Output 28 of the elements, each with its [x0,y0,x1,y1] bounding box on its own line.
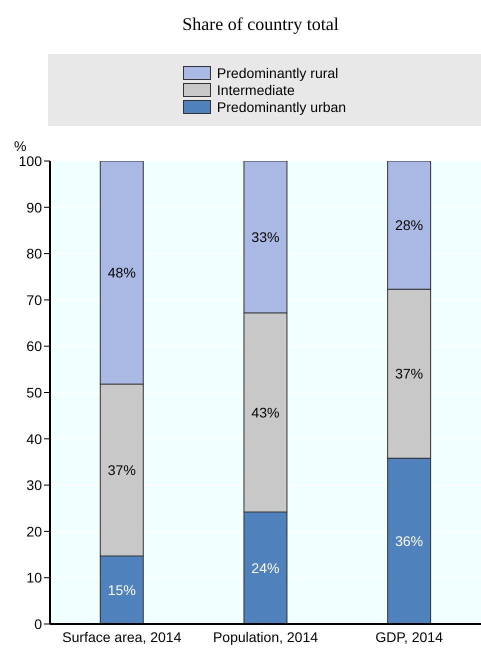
data-label: 33% [251,228,280,245]
data-label: 37% [108,462,136,478]
y-tick-label: 80 [26,246,42,262]
y-tick-label: 60 [26,338,42,354]
x-tick-label: Surface area, 2014 [62,628,182,645]
data-label: 36% [395,533,424,550]
legend-label: Intermediate [216,82,295,98]
y-tick-label: 20 [26,523,42,540]
data-label: 43% [251,404,280,420]
y-axis-title: % [14,138,26,154]
chart-title: Share of country total [181,13,340,36]
y-tick-label: 0 [34,616,42,632]
data-label: 48% [108,264,136,281]
y-tick-label: 40 [26,430,42,447]
y-tick-label: 50 [26,384,42,400]
y-tick-label: 70 [26,292,42,308]
x-tick-label: GDP, 2014 [375,628,444,645]
y-tick-label: 30 [26,477,42,494]
data-label: 28% [395,217,424,234]
y-tick-label: 10 [26,570,42,586]
x-tick-label: Population, 2014 [212,628,318,645]
y-tick-label: 90 [26,199,42,216]
legend-label: Predominantly rural [216,65,338,81]
y-tick-label: 100 [18,152,42,169]
data-label: 37% [395,366,424,382]
data-label: 24% [251,560,280,576]
legend-label: Predominantly urban [216,99,346,115]
data-label: 15% [108,582,136,598]
